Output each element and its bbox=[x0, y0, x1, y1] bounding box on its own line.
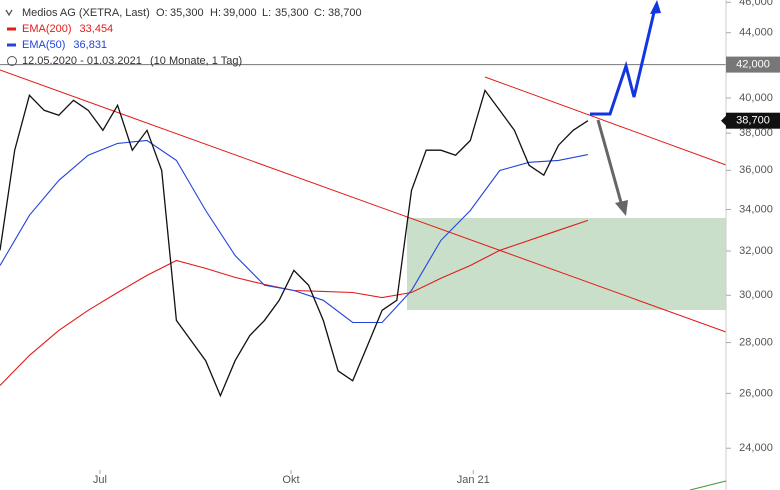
ohlc-value: 35,300 bbox=[170, 7, 204, 19]
legend-label: EMA(200) bbox=[22, 23, 72, 35]
y-tick-label: 44,000 bbox=[739, 27, 773, 39]
y-tick-label: 30,000 bbox=[739, 289, 773, 301]
x-tick-label: Jul bbox=[93, 474, 107, 486]
y-tick-label: 36,000 bbox=[739, 164, 773, 176]
clock-icon bbox=[7, 56, 17, 66]
price-tag bbox=[726, 112, 780, 129]
period: 12.05.2020 - 01.03.2021 bbox=[22, 55, 142, 67]
legend-value: 33,454 bbox=[80, 23, 114, 35]
period-note: (10 Monate, 1 Tag) bbox=[150, 55, 242, 67]
ohlc-value: 39,000 bbox=[223, 7, 257, 19]
support-zone bbox=[407, 218, 726, 310]
price-tag-label: 42,000 bbox=[736, 59, 770, 71]
bearish-arrow bbox=[596, 119, 624, 207]
y-tick-label: 34,000 bbox=[739, 203, 773, 215]
collapse-icon[interactable] bbox=[5, 9, 13, 17]
series-layer bbox=[0, 64, 726, 398]
arrow-head bbox=[615, 200, 628, 216]
ohlc-value: 35,300 bbox=[275, 7, 309, 19]
legend-value: 36,831 bbox=[73, 39, 107, 51]
legend-label: EMA(50) bbox=[22, 39, 65, 51]
indicator-line bbox=[689, 480, 727, 490]
ohlc-label: C: bbox=[314, 7, 325, 19]
price-tag-label: 38,700 bbox=[736, 115, 770, 127]
y-tick-label: 32,000 bbox=[739, 245, 773, 257]
price-line bbox=[0, 139, 589, 324]
bullish-arrow bbox=[590, 7, 657, 116]
price-tag-pointer bbox=[721, 115, 726, 126]
ohlc-label: L: bbox=[262, 7, 271, 19]
y-tick-label: 24,000 bbox=[739, 442, 773, 454]
ohlc-label: O: bbox=[156, 7, 168, 19]
y-tick-label: 28,000 bbox=[739, 336, 773, 348]
arrow-head bbox=[650, 0, 661, 14]
y-tick-label: 46,000 bbox=[739, 0, 773, 8]
y-tick-label: 38,000 bbox=[739, 127, 773, 139]
trend-line bbox=[484, 76, 727, 166]
ohlc-label: H: bbox=[210, 7, 221, 19]
x-tick-label: Okt bbox=[282, 474, 299, 486]
x-tick-label: Jan 21 bbox=[457, 474, 490, 486]
instrument: Medios AG (XETRA, Last) bbox=[22, 7, 150, 19]
ohlc-value: 38,700 bbox=[328, 7, 362, 19]
y-tick-label: 26,000 bbox=[739, 387, 773, 399]
y-tick-label: 40,000 bbox=[739, 92, 773, 104]
price-tag bbox=[726, 56, 780, 73]
price-line bbox=[0, 88, 589, 398]
